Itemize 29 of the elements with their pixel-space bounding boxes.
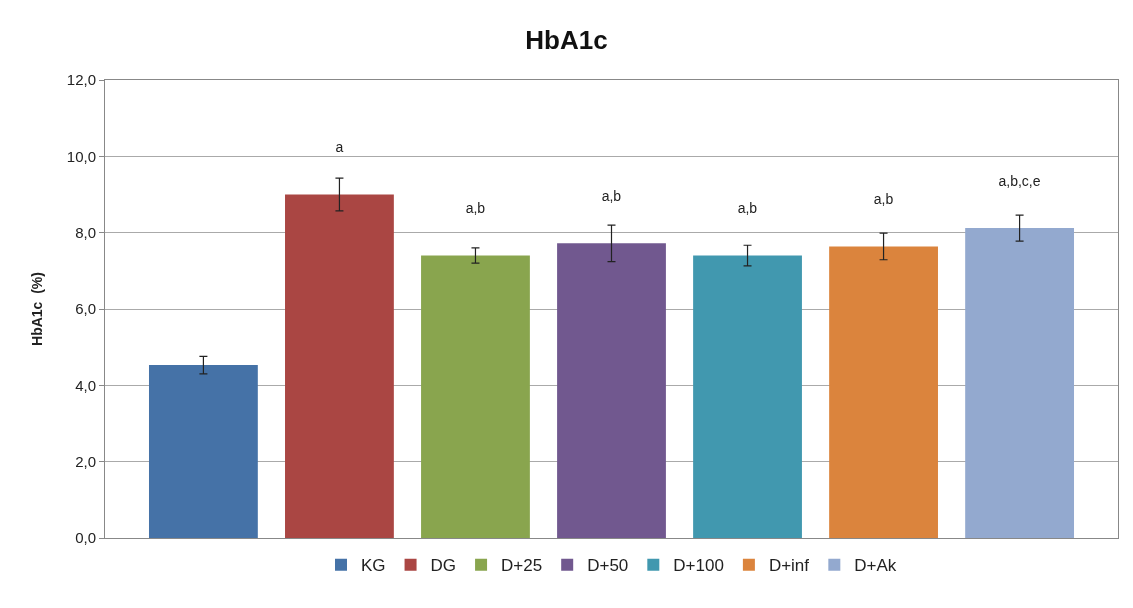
bar <box>421 255 530 538</box>
y-tick-label: 2,0 <box>75 452 96 470</box>
legend-label: D+50 <box>587 556 629 576</box>
bar <box>829 246 938 538</box>
data-label: a,b,c,e <box>998 172 1041 189</box>
bar <box>285 194 394 538</box>
bar <box>557 243 666 538</box>
bar <box>693 255 802 538</box>
legend-label: D+25 <box>501 556 543 576</box>
legend-label: DG <box>430 556 457 576</box>
legend-label: D+inf <box>768 556 810 576</box>
legend-label: D+Ak <box>854 556 897 576</box>
data-label: a,b <box>465 200 486 217</box>
data-label: a,b <box>737 200 758 217</box>
y-tick-label: 4,0 <box>75 376 96 394</box>
y-tick-label: 12,0 <box>66 71 96 89</box>
y-tick-label: 0,0 <box>75 529 96 547</box>
data-label: a,b <box>601 187 622 204</box>
y-tick-label: 8,0 <box>75 223 96 241</box>
y-tick-label: 6,0 <box>75 300 96 318</box>
data-label: a <box>335 139 344 156</box>
legend-label: KG <box>361 556 386 576</box>
chart-title: HbA1c <box>525 24 608 55</box>
bar <box>148 365 258 538</box>
legend-label: D+100 <box>673 556 724 576</box>
data-label: a,b <box>873 191 894 208</box>
y-axis-title: HbA1c (%) <box>29 272 46 346</box>
bar <box>965 228 1075 538</box>
y-tick-label: 10,0 <box>66 147 96 165</box>
